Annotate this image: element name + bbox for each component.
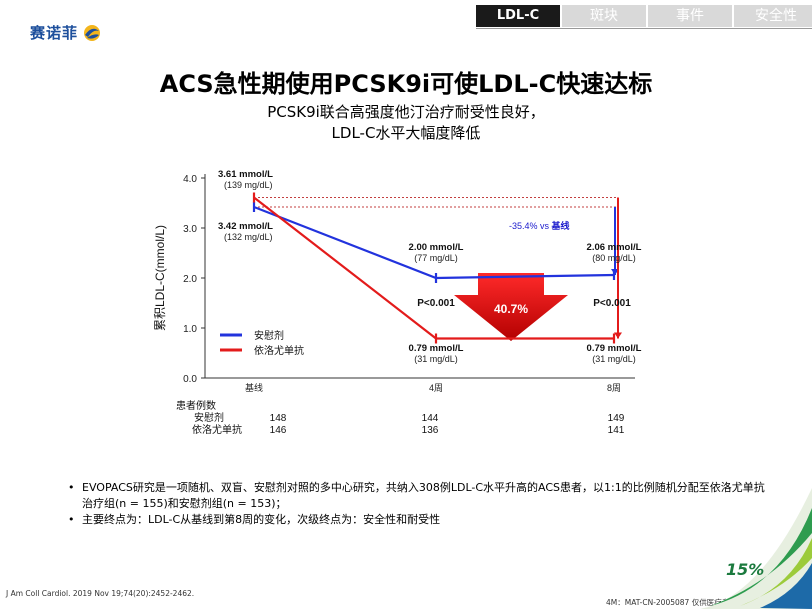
chart-data-labels: 3.61 mmol/L(139 mg/dL) 3.42 mmol/L(132 mg…: [218, 169, 642, 364]
y-tick-label: 1.0: [183, 324, 197, 335]
label-week4-evolocumab-mgdl: (31 mg/dL): [414, 354, 458, 364]
tab-safety[interactable]: 安全性: [734, 5, 812, 27]
study-notes: EVOPACS研究是一项随机、双盲、安慰剂对照的多中心研究，共纳入308例LDL…: [68, 480, 768, 528]
x-tick-label: 4周: [429, 383, 443, 393]
vs-baseline-label: -35.4% vs 基线: [509, 220, 570, 231]
p-value-week8: P<0.001: [593, 298, 631, 309]
x-tick-label: 8周: [607, 383, 621, 393]
change-arrowhead-evolocumab: [614, 332, 622, 339]
reduction-label: 40.7%: [494, 302, 528, 316]
label-baseline-evolocumab-value: 3.61 mmol/L: [218, 169, 273, 180]
vs-baseline-percent: -35.4% vs: [509, 221, 552, 231]
chart-series: [252, 192, 622, 344]
label-week8-evolocumab-value: 0.79 mmol/L: [587, 343, 642, 354]
reduction-arrow: 40.7%: [454, 273, 568, 341]
y-tick-label: 2.0: [183, 274, 197, 285]
logo-swirl-icon: [84, 24, 101, 41]
ldl-line-chart: 0.0 1.0 2.0 3.0 4.0 累积LDL-C(mmol/L) 基线 4周 8周 40.…: [153, 169, 642, 436]
tab-divider: [476, 28, 812, 29]
page-subtitle: PCSK9i联合高强度他汀治疗耐受性良好， LDL-C水平大幅度降低: [0, 102, 812, 144]
decorative-swoosh-icon: [700, 488, 812, 609]
chart-axes: 0.0 1.0 2.0 3.0 4.0 累积LDL-C(mmol/L) 基线 4周 8周: [153, 174, 635, 393]
patients-count: 149: [608, 413, 625, 424]
label-week4-placebo-value: 2.00 mmol/L: [409, 242, 464, 253]
tab-plaque[interactable]: 斑块: [562, 5, 646, 27]
label-week4-placebo-mgdl: (77 mg/dL): [414, 253, 458, 263]
logo-text: 赛诺菲: [30, 24, 79, 42]
tab-events[interactable]: 事件: [648, 5, 732, 27]
page-title: ACS急性期使用PCSK9i可使LDL-C快速达标: [159, 70, 653, 98]
label-week4-evolocumab-value: 0.79 mmol/L: [409, 343, 464, 354]
patients-count: 136: [422, 425, 439, 436]
deco-badge: 15%: [726, 560, 765, 579]
note-item-2: 主要终点为：LDL-C从基线到第8周的变化，次级终点为：安全性和耐受性: [68, 512, 768, 528]
series-line-1: [253, 196, 614, 340]
subtitle-line-2: LDL-C水平大幅度降低: [331, 124, 481, 142]
label-baseline-evolocumab-mgdl: (139 mg/dL): [224, 180, 273, 190]
y-axis-title: 累积LDL-C(mmol/L): [153, 225, 167, 331]
company-logo: 赛诺菲: [30, 22, 102, 43]
tab-ldl-c[interactable]: LDL-C: [476, 5, 560, 27]
patients-row-name: 依洛尤单抗: [192, 423, 242, 436]
subtitle-line-1: PCSK9i联合高强度他汀治疗耐受性良好，: [267, 103, 545, 121]
material-code: 4M：MAT-CN-2005087 仅供医疗专业人士参考: [606, 598, 767, 607]
y-tick-label: 4.0: [183, 174, 197, 185]
label-week8-evolocumab-mgdl: (31 mg/dL): [592, 354, 636, 364]
legend-label-1: 依洛尤单抗: [254, 344, 304, 357]
p-value-week4: P<0.001: [417, 298, 455, 309]
label-week8-placebo-value: 2.06 mmol/L: [587, 242, 642, 253]
patients-header: 患者例数: [176, 399, 216, 412]
reference-lines: [258, 197, 618, 208]
label-baseline-placebo-value: 3.42 mmol/L: [218, 221, 273, 232]
legend-label-0: 安慰剂: [254, 329, 284, 342]
x-tick-label: 基线: [245, 382, 263, 393]
patients-count: 141: [608, 425, 625, 436]
patients-count: 146: [270, 425, 287, 436]
patients-count: 148: [270, 413, 287, 424]
vs-baseline-word: 基线: [551, 220, 570, 231]
patients-count: 144: [422, 413, 439, 424]
section-tabs: LDL-C 斑块 事件 安全性: [476, 5, 812, 27]
patients-row-name: 安慰剂: [194, 411, 224, 424]
y-tick-label: 3.0: [183, 224, 197, 235]
label-week8-placebo-mgdl: (80 mg/dL): [592, 253, 636, 263]
reduction-arrow-shape: [454, 273, 568, 341]
reference-citation: J Am Coll Cardiol. 2019 Nov 19;74(20):24…: [6, 589, 195, 598]
y-tick-label: 0.0: [183, 374, 197, 385]
label-baseline-placebo-mgdl: (132 mg/dL): [224, 232, 273, 242]
note-item-1: EVOPACS研究是一项随机、双盲、安慰剂对照的多中心研究，共纳入308例LDL…: [68, 480, 768, 512]
